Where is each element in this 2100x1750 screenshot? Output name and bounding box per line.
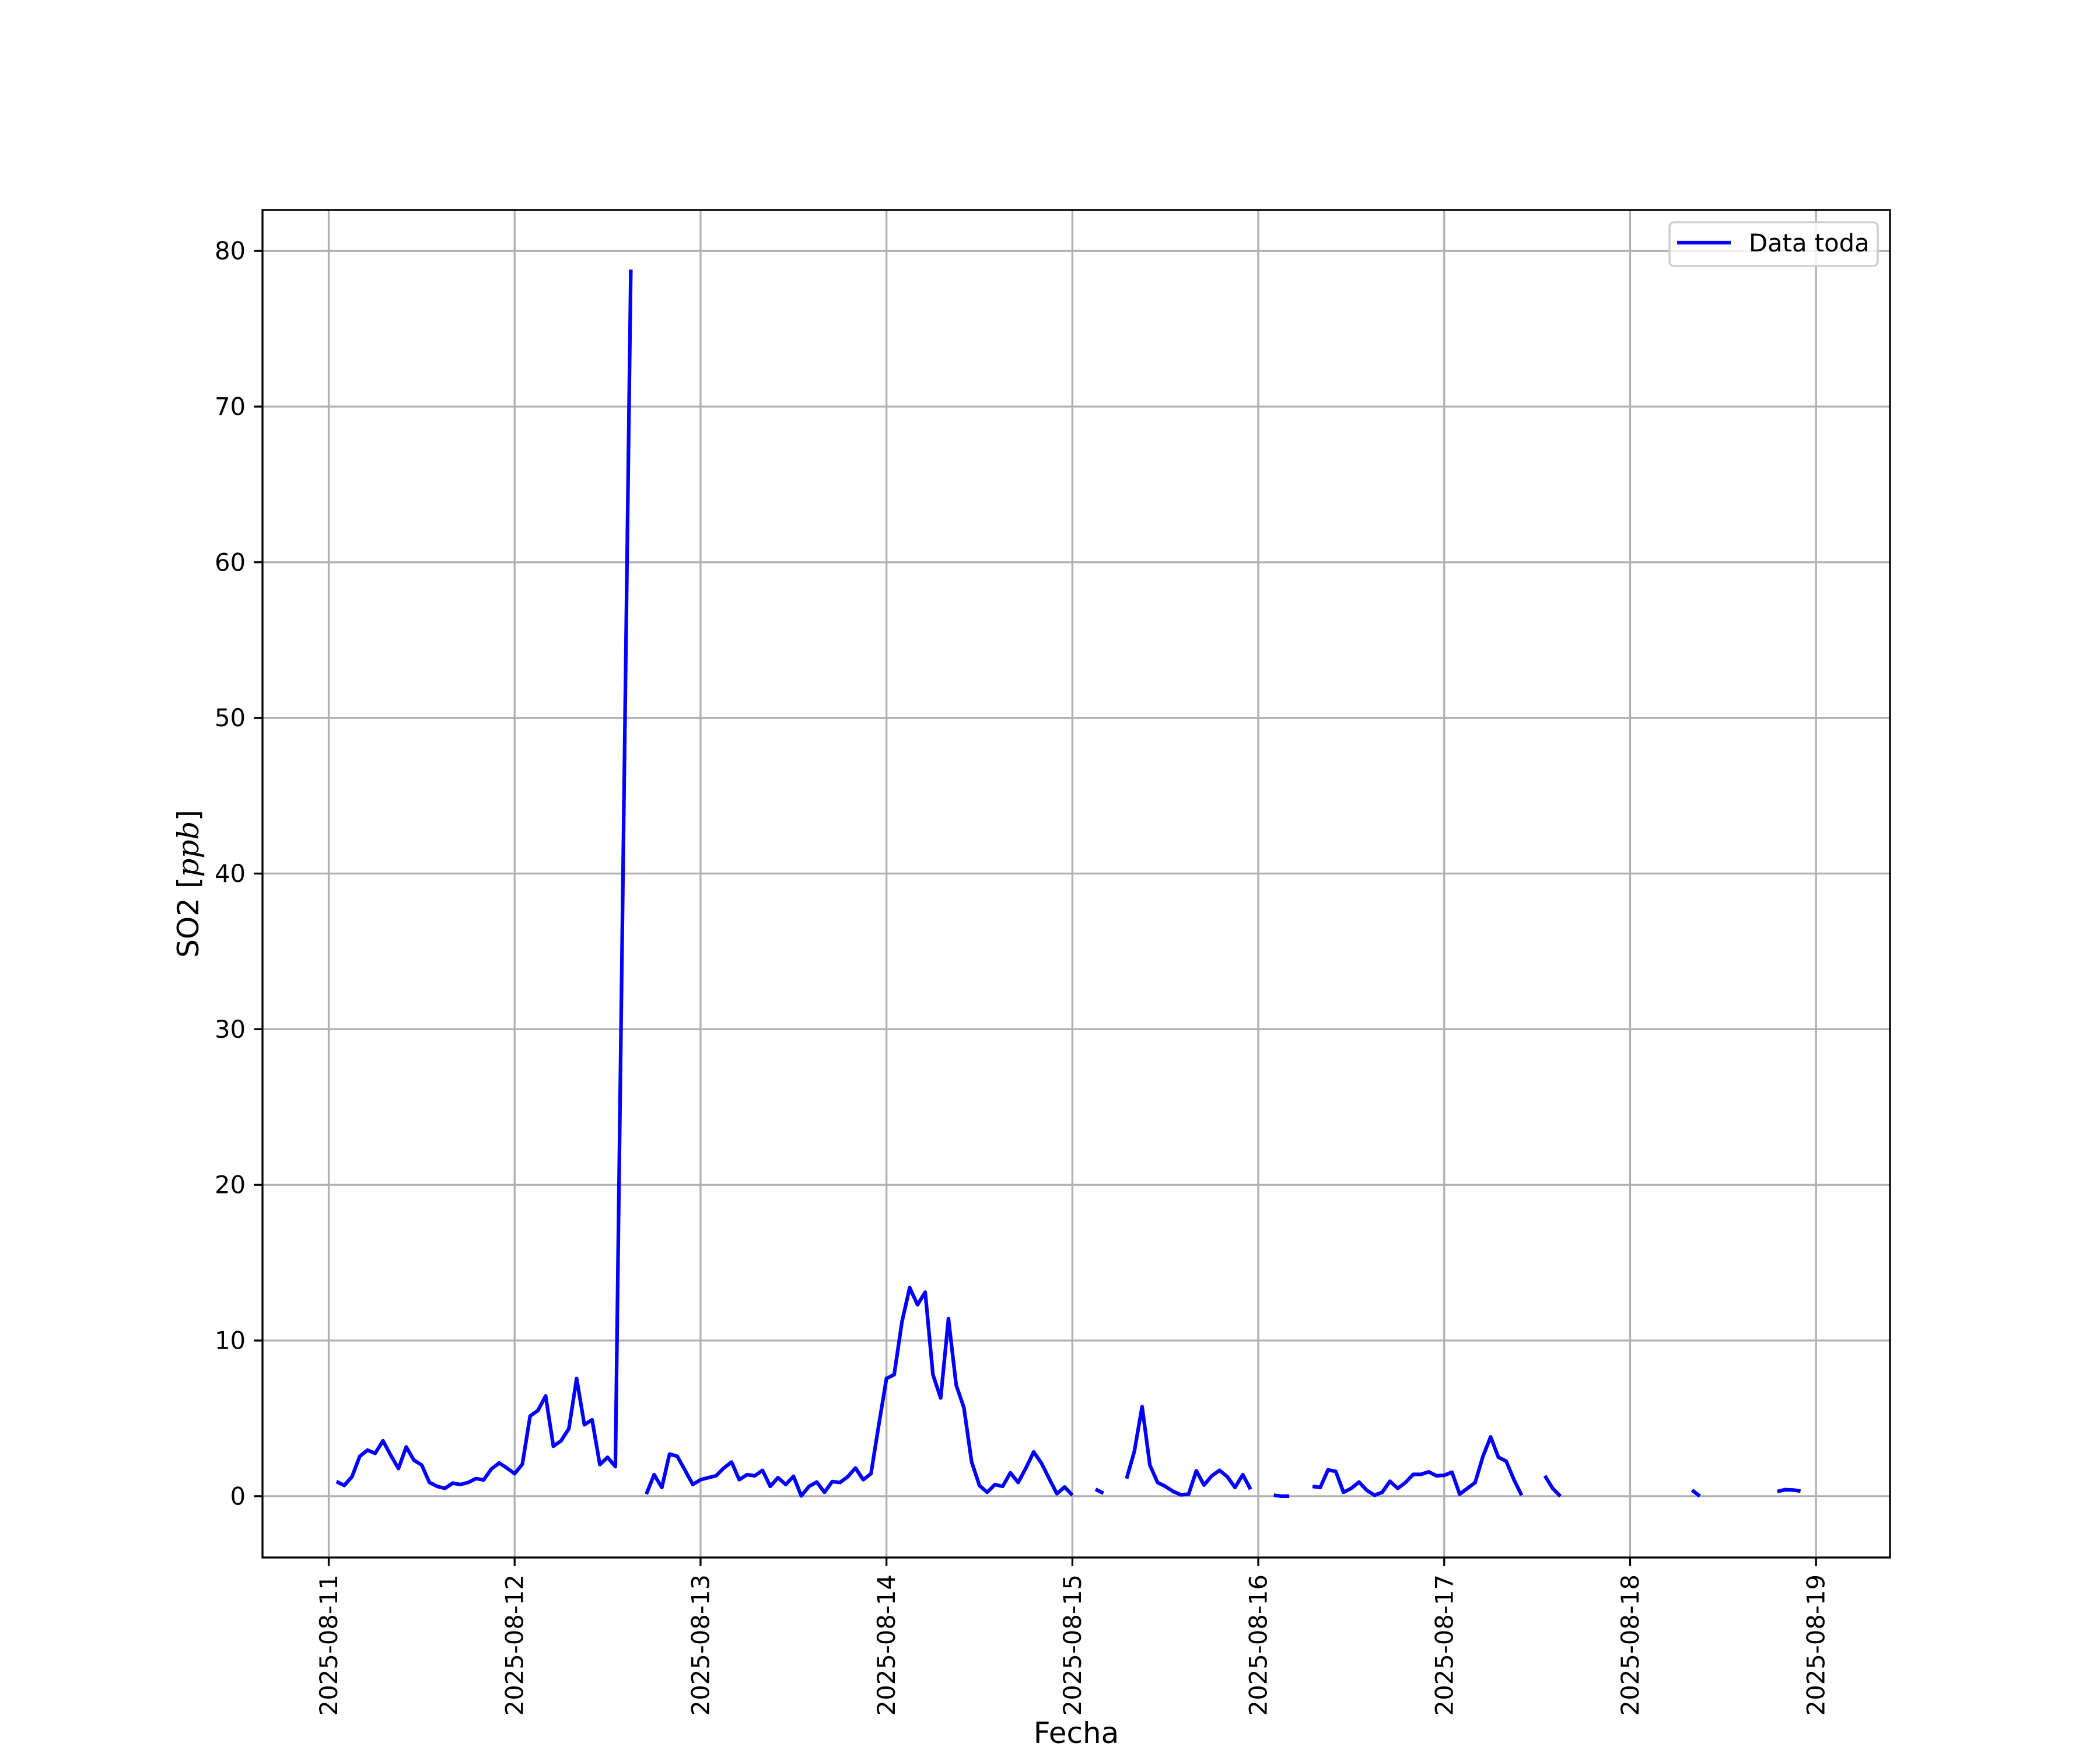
y-tick-label: 70	[215, 393, 246, 421]
y-tick-label: 60	[215, 548, 246, 576]
series-line-segment	[1094, 1488, 1104, 1495]
y-axis-label-prefix: SO2 [	[172, 877, 205, 958]
y-tick-label: 40	[215, 859, 246, 888]
plot-area	[335, 270, 1801, 1499]
x-tick-label: 2025-08-11	[314, 1574, 343, 1716]
legend: Data toda	[1668, 221, 1879, 267]
x-tick-label: 2025-08-19	[1802, 1574, 1831, 1716]
axes-frame	[261, 209, 1891, 1559]
x-axis-ticks: 2025-08-11 2025-08-12 2025-08-13 2025-08-14…	[314, 1558, 1831, 1716]
series-line-segment	[1125, 1405, 1252, 1497]
x-axis-label: Fecha	[1034, 1716, 1119, 1750]
x-tick-label: 2025-08-18	[1616, 1574, 1644, 1716]
legend-label: Data toda	[1749, 229, 1870, 257]
legend-box	[1668, 221, 1879, 267]
series-line-segment	[1312, 1435, 1524, 1497]
y-axis-label-unit: ppb	[172, 821, 205, 877]
series-line-segment	[335, 270, 633, 1490]
y-axis-label-suffix: ]	[172, 810, 205, 821]
series-line-segment	[1777, 1488, 1801, 1493]
y-tick-label: 80	[215, 237, 246, 265]
series-line-segment	[645, 1286, 1074, 1498]
series-line-segment	[1690, 1489, 1701, 1498]
y-tick-label: 50	[215, 704, 246, 732]
y-axis-ticks: 0 10 20 30 40 50 60 70 80	[215, 237, 262, 1510]
x-tick-label: 2025-08-16	[1244, 1574, 1273, 1716]
y-axis-label: SO2 [ppb]	[172, 810, 205, 958]
series-line-segment	[1273, 1493, 1290, 1499]
y-tick-label: 30	[215, 1015, 246, 1044]
x-tick-label: 2025-08-12	[501, 1574, 529, 1716]
x-tick-label: 2025-08-13	[686, 1574, 715, 1716]
y-tick-label: 20	[215, 1171, 246, 1199]
series-line-segment	[1543, 1475, 1562, 1498]
x-tick-label: 2025-08-15	[1058, 1574, 1087, 1716]
x-tick-label: 2025-08-14	[872, 1574, 901, 1716]
x-tick-label: 2025-08-17	[1430, 1574, 1458, 1716]
y-tick-label: 0	[230, 1482, 246, 1510]
grid-lines	[262, 210, 1890, 1558]
y-tick-label: 10	[215, 1326, 246, 1355]
